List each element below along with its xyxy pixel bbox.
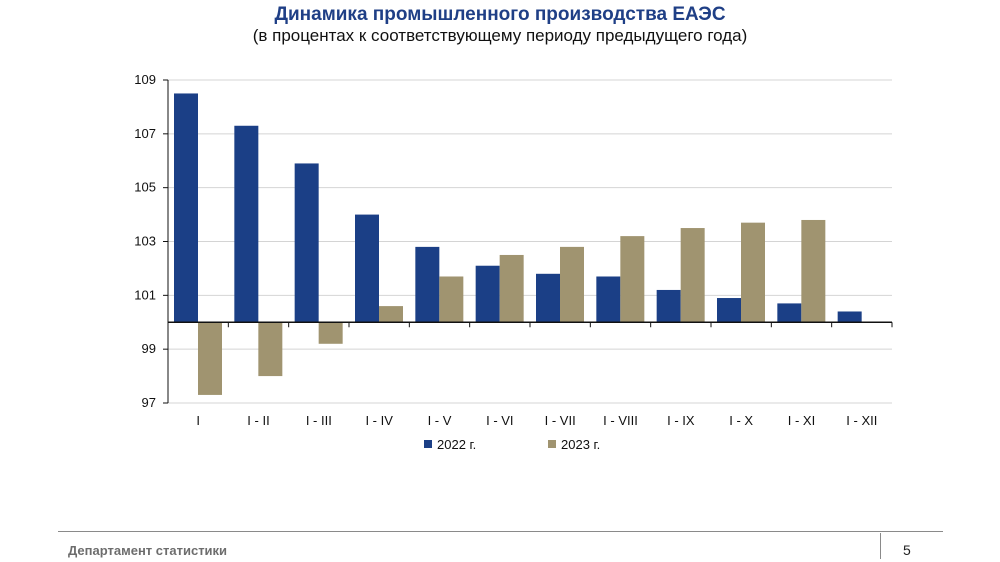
- bar-2023: [680, 228, 705, 323]
- y-tick-label: 101: [134, 287, 156, 302]
- y-tick-labels: 97 99 101 103 105 107 109: [134, 72, 156, 410]
- bar-2022: [777, 303, 802, 323]
- bar-2023: [560, 246, 584, 323]
- x-tick-label: I - IX: [667, 413, 695, 428]
- footer-separator: [880, 533, 881, 559]
- x-tick-label: I - VIII: [603, 413, 638, 428]
- x-tick-label: I - IV: [365, 413, 393, 428]
- x-tick-label: I - II: [247, 413, 269, 428]
- y-tick-label: 105: [134, 180, 156, 195]
- y-tick-label: 107: [134, 126, 156, 141]
- bar-2023: [741, 222, 765, 323]
- bar-2023: [499, 254, 524, 323]
- footer-department: Департамент статистики: [68, 543, 228, 558]
- bar-2022: [415, 246, 440, 323]
- gridlines: [168, 79, 892, 404]
- bar-2023: [439, 276, 464, 323]
- bar-2023: [379, 306, 403, 323]
- x-tick-label: I: [196, 413, 200, 428]
- legend-label: 2023 г.: [561, 437, 600, 452]
- y-tick-label: 103: [134, 234, 156, 249]
- chart-subtitle: (в процентах к соответствующему периоду …: [252, 26, 748, 45]
- bar-2022: [475, 265, 500, 323]
- footer-divider: [58, 531, 943, 532]
- bar-2023: [801, 219, 826, 323]
- y-tick-label: 109: [134, 72, 156, 87]
- x-tick-label: I - X: [729, 413, 753, 428]
- bar-2022: [355, 214, 379, 323]
- legend-swatch: [548, 440, 556, 448]
- x-tick-label: I - XI: [788, 413, 815, 428]
- bar-2022: [837, 311, 862, 323]
- bars: [174, 93, 862, 395]
- bar-2023: [318, 322, 343, 344]
- x-tick-label: I - III: [306, 413, 332, 428]
- bar-2022: [234, 125, 259, 323]
- page-number: 5: [903, 542, 911, 558]
- bar-2022: [717, 298, 741, 323]
- bar-2022: [174, 93, 198, 323]
- axes: [163, 79, 893, 404]
- legend-label: 2022 г.: [437, 437, 476, 452]
- chart-title: Динамика промышленного производства ЕАЭС: [274, 4, 726, 25]
- x-tick-labels: I I - II I - III I - IV I - V I - VI I - VII I …: [196, 413, 877, 428]
- bar-2022: [656, 289, 681, 323]
- bar-2022: [536, 273, 560, 323]
- bar-2022: [294, 163, 319, 323]
- x-tick-label: I - VII: [545, 413, 576, 428]
- y-tick-label: 97: [142, 395, 156, 410]
- x-tick-label: I - V: [428, 413, 452, 428]
- x-tick-label: I - XII: [846, 413, 877, 428]
- legend: 2022 г. 2023 г.: [424, 437, 600, 452]
- bar-2023: [258, 322, 283, 377]
- x-tick-label: I - VI: [486, 413, 513, 428]
- legend-swatch: [424, 440, 432, 448]
- bar-2022: [596, 276, 621, 323]
- y-tick-label: 99: [142, 341, 156, 356]
- bar-2023: [620, 236, 645, 323]
- bar-2023: [198, 322, 222, 395]
